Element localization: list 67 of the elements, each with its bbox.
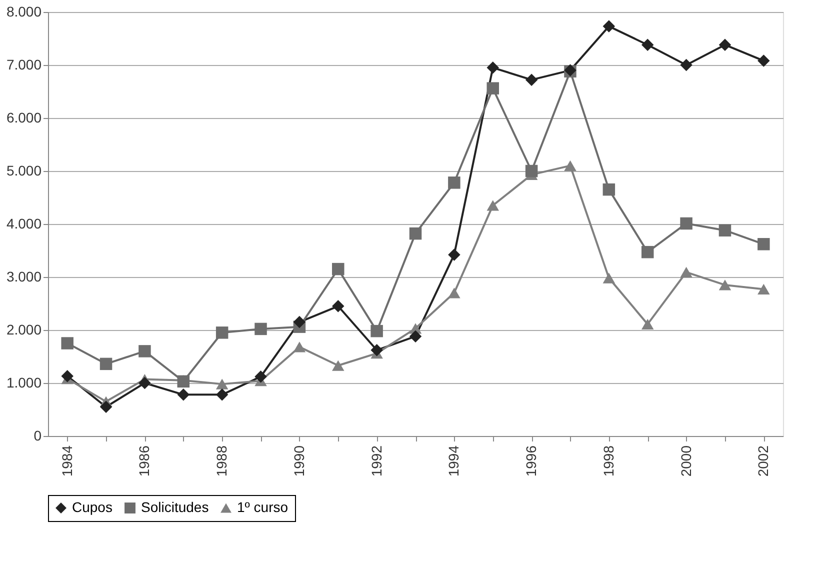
x-tick-label: 2000 bbox=[678, 445, 694, 477]
x-tick-label: 1986 bbox=[136, 445, 152, 477]
point bbox=[61, 337, 74, 350]
point bbox=[564, 160, 576, 172]
point bbox=[602, 272, 616, 284]
point bbox=[641, 246, 654, 258]
point bbox=[216, 378, 228, 390]
point bbox=[177, 388, 190, 401]
x-tick-label: 1990 bbox=[290, 445, 307, 477]
point bbox=[680, 58, 692, 72]
x-tick-label: 1984 bbox=[58, 445, 75, 477]
point bbox=[525, 74, 538, 86]
x-tick-label: 1988 bbox=[214, 445, 230, 477]
y-tick-label: 3.000 bbox=[6, 268, 42, 284]
y-tick-label: 0 bbox=[34, 428, 42, 444]
point bbox=[254, 322, 267, 336]
point bbox=[680, 217, 692, 230]
point bbox=[409, 330, 422, 342]
point bbox=[409, 227, 422, 240]
point bbox=[138, 376, 151, 390]
y-tick-label: 7.000 bbox=[6, 56, 42, 72]
legend-label: 1º curso bbox=[237, 499, 288, 515]
y-tick-label: 6.000 bbox=[6, 110, 42, 126]
point bbox=[332, 262, 344, 276]
point bbox=[293, 316, 306, 328]
point bbox=[293, 342, 306, 352]
point bbox=[332, 300, 344, 312]
point bbox=[602, 20, 616, 32]
x-tick-label: 2002 bbox=[755, 445, 772, 477]
point bbox=[758, 238, 770, 250]
point bbox=[100, 358, 112, 370]
x-tick-label: 1994 bbox=[446, 445, 462, 477]
point bbox=[718, 280, 732, 290]
point bbox=[602, 183, 616, 196]
point bbox=[332, 360, 344, 371]
point bbox=[486, 200, 499, 211]
y-tick-label: 1.000 bbox=[6, 374, 42, 390]
point bbox=[486, 62, 499, 74]
point bbox=[216, 388, 228, 401]
x-tick-label: 1998 bbox=[600, 445, 616, 477]
point bbox=[100, 400, 112, 413]
point bbox=[525, 164, 538, 178]
legend-label: Cupos bbox=[72, 499, 112, 515]
x-tick-label: 1992 bbox=[368, 445, 384, 477]
y-tick-label: 5.000 bbox=[6, 162, 42, 178]
point bbox=[61, 370, 74, 382]
point bbox=[641, 318, 654, 330]
legend-label: Solicitudes bbox=[141, 499, 209, 515]
point bbox=[448, 288, 460, 298]
y-tick-label: 8.000 bbox=[6, 4, 42, 20]
point bbox=[680, 266, 692, 278]
point bbox=[370, 324, 383, 338]
point bbox=[138, 345, 151, 358]
point bbox=[718, 38, 732, 51]
point bbox=[370, 344, 383, 356]
point bbox=[758, 54, 770, 67]
point bbox=[448, 176, 460, 189]
point bbox=[718, 224, 732, 236]
y-tick-label: 2.000 bbox=[6, 322, 42, 338]
x-tick-label: 1996 bbox=[523, 445, 540, 477]
point bbox=[758, 284, 770, 294]
point bbox=[448, 248, 460, 261]
point bbox=[216, 326, 228, 339]
point bbox=[254, 370, 267, 383]
y-tick-label: 4.000 bbox=[6, 216, 42, 232]
point bbox=[486, 82, 499, 94]
point bbox=[641, 38, 654, 51]
